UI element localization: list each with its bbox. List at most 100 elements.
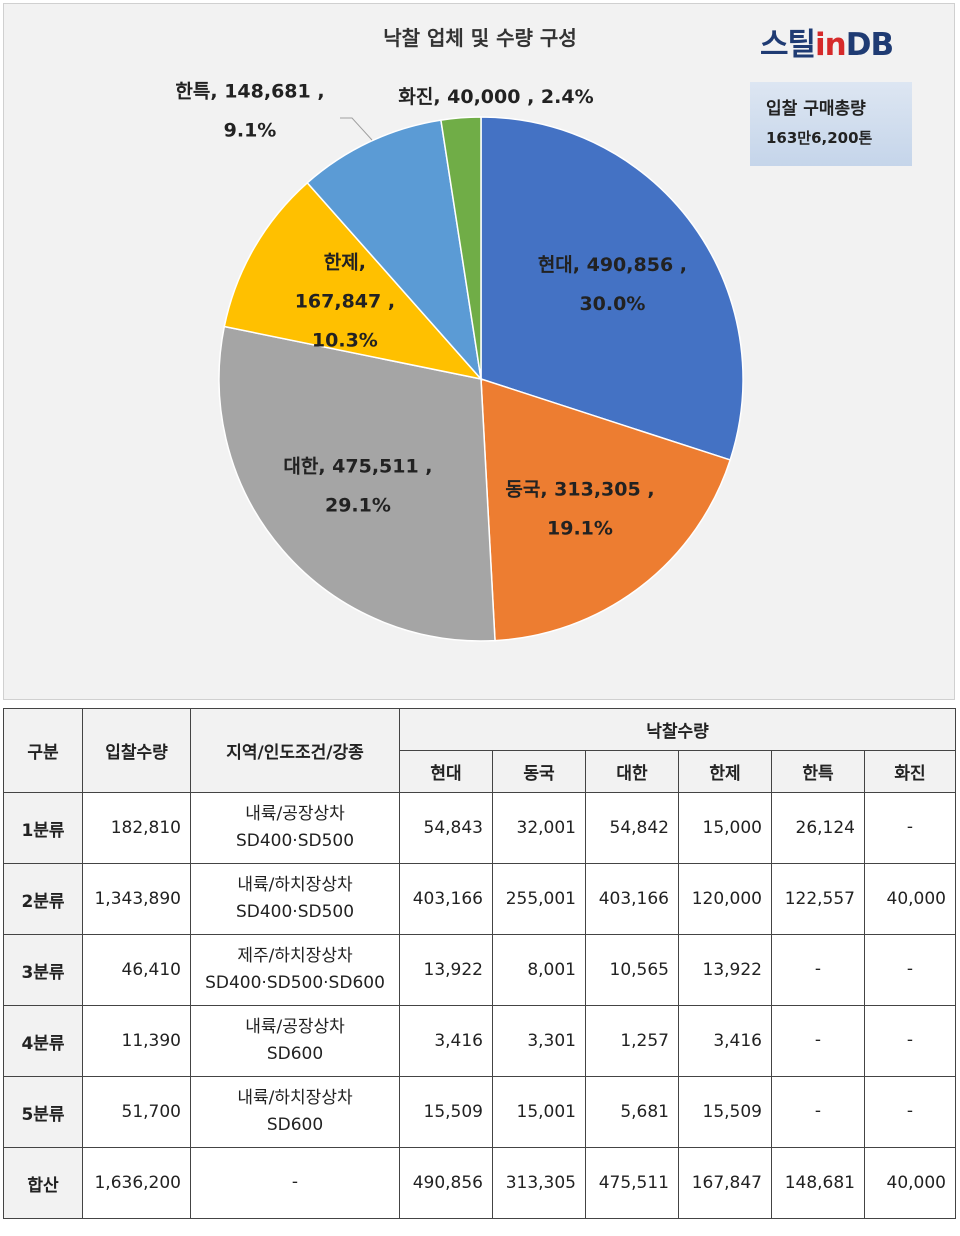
total-award-3: 167,847 — [678, 1147, 772, 1219]
row-bid-qty: 51,700 — [82, 1076, 191, 1148]
header-condition: 지역/인도조건/강종 — [190, 708, 400, 793]
total-award-0: 490,856 — [399, 1147, 493, 1219]
row-award-1: 15,001 — [492, 1076, 586, 1148]
pie-label-4: 한특, 148,681 , 9.1% — [175, 81, 324, 142]
row-category: 5분류 — [3, 1076, 83, 1148]
total-award-1: 313,305 — [492, 1147, 586, 1219]
row-award-5: - — [864, 1005, 956, 1077]
row-award-0: 403,166 — [399, 863, 493, 935]
header-company-3: 한제 — [678, 750, 772, 793]
row-condition-region: 내륙/공장상차 — [245, 803, 345, 824]
row-condition-grade: SD600 — [266, 1044, 324, 1064]
table-row: 5분류 51,700 내륙/하치장상차 SD600 15,509 15,001 5,681 1… — [3, 1076, 956, 1148]
total-purchase-value: 163만6,200톤 — [766, 129, 873, 147]
row-condition-grade: SD400·SD500 — [235, 831, 355, 851]
table-total-row: 합산 1,636,200-490,856 313,305 475,511 167,847… — [3, 1147, 956, 1219]
row-condition: 내륙/하치장상차 SD600 — [190, 1076, 400, 1148]
header-company-4: 한특 — [771, 750, 865, 793]
award-table: 구분 입찰수량 지역/인도조건/강종 낙찰수량 현대 동국 대한 한제 한특 화진 1분류… — [3, 708, 956, 1219]
total-label: 합산 — [3, 1147, 83, 1219]
row-category: 2분류 — [3, 863, 83, 935]
header-bid-qty: 입찰수량 — [82, 708, 191, 793]
pie-label-0: 현대, 490,856 , 30.0% — [538, 254, 687, 315]
row-condition: 내륙/하치장상차 SD400·SD500 — [190, 863, 400, 935]
row-award-4: 122,557 — [771, 863, 865, 935]
row-award-2: 54,842 — [585, 792, 679, 864]
leader-line — [340, 117, 373, 141]
row-award-4: - — [771, 934, 865, 1006]
row-award-4: - — [771, 1076, 865, 1148]
row-award-1: 255,001 — [492, 863, 586, 935]
row-award-3: 15,000 — [678, 792, 772, 864]
row-category: 1분류 — [3, 792, 83, 864]
pie-slice-0 — [480, 116, 744, 461]
row-award-1: 8,001 — [492, 934, 586, 1006]
table-row: 2분류 1,343,890 내륙/하치장상차 SD400·SD500 403,166 25… — [3, 863, 956, 935]
row-condition-region: 제주/하치장상차 — [237, 945, 353, 966]
row-award-0: 15,509 — [399, 1076, 493, 1148]
row-award-0: 13,922 — [399, 934, 493, 1006]
row-bid-qty: 11,390 — [82, 1005, 191, 1077]
row-award-2: 5,681 — [585, 1076, 679, 1148]
pie-slice-4 — [306, 119, 483, 382]
table-row: 1분류 182,810 내륙/공장상차 SD400·SD500 54,843 32,001… — [3, 792, 956, 864]
row-award-0: 54,843 — [399, 792, 493, 864]
row-award-3: 13,922 — [678, 934, 772, 1006]
row-award-2: 10,565 — [585, 934, 679, 1006]
pie-slice-2 — [218, 325, 496, 642]
pie-label-3: 한제, 167,847 , 10.3% — [295, 251, 395, 351]
header-company-5: 화진 — [864, 750, 956, 793]
header-company-2: 대한 — [585, 750, 679, 793]
total-purchase-label: 입찰 구매총량 — [766, 99, 866, 119]
row-bid-qty: 1,343,890 — [82, 863, 191, 935]
row-award-3: 120,000 — [678, 863, 772, 935]
row-award-4: - — [771, 1005, 865, 1077]
row-category: 3분류 — [3, 934, 83, 1006]
pie-label-5: 화진, 40,000 , 2.4% — [398, 86, 593, 108]
table-row: 3분류 46,410 제주/하치장상차 SD400·SD500·SD600 13,922… — [3, 934, 956, 1006]
pie-slice-3 — [223, 181, 484, 381]
row-award-2: 403,166 — [585, 863, 679, 935]
row-award-5: - — [864, 792, 956, 864]
row-condition: 내륙/공장상차 SD600 — [190, 1005, 400, 1077]
row-award-1: 3,301 — [492, 1005, 586, 1077]
total-award-4: 148,681 — [771, 1147, 865, 1219]
row-award-2: 1,257 — [585, 1005, 679, 1077]
row-award-5: - — [864, 1076, 956, 1148]
row-award-5: - — [864, 934, 956, 1006]
total-condition: - — [190, 1147, 400, 1219]
row-condition-grade: SD400·SD500 — [235, 902, 355, 922]
total-bid-qty: 1,636,200 — [82, 1147, 191, 1219]
row-bid-qty: 182,810 — [82, 792, 191, 864]
steelindb-logo: 스틸inDB — [760, 27, 894, 63]
row-award-0: 3,416 — [399, 1005, 493, 1077]
pie-label-1: 동국, 313,305 , 19.1% — [505, 478, 654, 539]
header-company-1: 동국 — [492, 750, 586, 793]
row-condition-region: 내륙/하치장상차 — [237, 1087, 353, 1108]
pie-label-2: 대한, 475,511 , 29.1% — [283, 456, 432, 517]
pie-chart: 현대, 490,856 , 30.0% 동국, 313,305 , 19.1% 대한, … — [175, 81, 744, 642]
row-award-1: 32,001 — [492, 792, 586, 864]
row-bid-qty: 46,410 — [82, 934, 191, 1006]
table-row: 4분류 11,390 내륙/공장상차 SD600 3,416 3,301 1,257 3,41… — [3, 1005, 956, 1077]
total-purchase-box: 입찰 구매총량 163만6,200톤 — [750, 82, 912, 166]
row-condition: 제주/하치장상차 SD400·SD500·SD600 — [190, 934, 400, 1006]
row-award-4: 26,124 — [771, 792, 865, 864]
row-award-5: 40,000 — [864, 863, 956, 935]
pie-slice-1 — [480, 377, 732, 642]
header-category: 구분 — [3, 708, 83, 793]
row-condition-region: 내륙/하치장상차 — [237, 874, 353, 895]
header-company-0: 현대 — [399, 750, 493, 793]
row-category: 4분류 — [3, 1005, 83, 1077]
row-condition-grade: SD400·SD500·SD600 — [205, 973, 385, 993]
row-award-3: 3,416 — [678, 1005, 772, 1077]
row-condition: 내륙/공장상차 SD400·SD500 — [190, 792, 400, 864]
row-award-3: 15,509 — [678, 1076, 772, 1148]
row-condition-grade: SD600 — [266, 1115, 324, 1135]
total-award-5: 40,000 — [864, 1147, 956, 1219]
chart-title: 낙찰 업체 및 수량 구성 — [383, 26, 577, 50]
pie-slice-5 — [440, 116, 482, 380]
total-award-2: 475,511 — [585, 1147, 679, 1219]
header-award-qty: 낙찰수량 — [399, 708, 956, 751]
award-table-wrapper: 구분 입찰수량 지역/인도조건/강종 낙찰수량 현대 동국 대한 한제 한특 화진 1분류… — [3, 708, 956, 1219]
